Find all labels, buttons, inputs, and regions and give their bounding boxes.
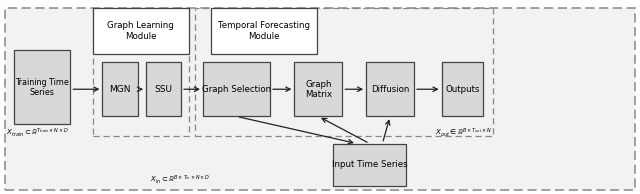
Bar [294, 62, 342, 116]
Bar [146, 62, 181, 116]
Text: MGN: MGN [109, 85, 131, 94]
Text: $X_{out} \in \mathbb{R}^{B\times T_{out}\times N}$: $X_{out} \in \mathbb{R}^{B\times T_{out}… [435, 127, 492, 139]
Text: Outputs: Outputs [445, 85, 479, 94]
Bar [366, 62, 414, 116]
Text: Training Time
Series: Training Time Series [15, 78, 69, 97]
Bar [203, 62, 270, 116]
Text: SSU: SSU [154, 85, 173, 94]
Text: $X_{in} \subset \mathbb{R}^{B\times T_{in}\times N\times D}$: $X_{in} \subset \mathbb{R}^{B\times T_{i… [150, 173, 211, 186]
Bar [211, 8, 317, 54]
Bar [14, 50, 70, 124]
Bar [93, 8, 189, 54]
Bar [333, 144, 406, 186]
Text: Diffusion: Diffusion [371, 85, 409, 94]
Text: Graph Learning
Module: Graph Learning Module [108, 21, 174, 41]
Bar [442, 62, 483, 116]
Bar [93, 8, 189, 136]
Text: Input Time Series: Input Time Series [332, 160, 408, 169]
Text: $X_{train} \subset \mathbb{R}^{T_{train}\times N\times D}$: $X_{train} \subset \mathbb{R}^{T_{train}… [6, 127, 69, 139]
Text: Temporal Forecasting
Module: Temporal Forecasting Module [218, 21, 310, 41]
Text: Graph
Matrix: Graph Matrix [305, 80, 332, 99]
Text: Graph Selection: Graph Selection [202, 85, 271, 94]
Bar [102, 62, 138, 116]
Bar [195, 8, 493, 136]
